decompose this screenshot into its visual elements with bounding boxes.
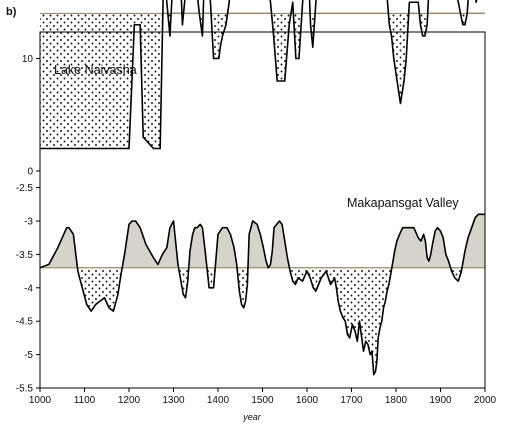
y-tick-label: -4.5 (16, 317, 34, 328)
series-lake-naivasha: Lake Naivasha (40, 0, 485, 150)
y-tick-label: -4 (24, 283, 33, 294)
x-tick-label: 1000 (29, 395, 52, 406)
series-label: Makapansgat Valley (347, 196, 459, 210)
y-tick-label: 10 (22, 54, 34, 65)
x-tick-label: 1100 (74, 395, 96, 406)
x-tick-label: 1600 (296, 395, 319, 406)
x-tick-label: 1500 (251, 395, 274, 406)
panel-label: b) (6, 6, 17, 18)
y-tick-label: -5.5 (16, 384, 34, 395)
series-line (39, 213, 485, 376)
x-tick-label: 1200 (118, 395, 141, 406)
area-below-baseline (77, 267, 463, 375)
x-tick-label: 1300 (162, 395, 185, 406)
x-tick-label: 1700 (340, 395, 363, 406)
series-label: Lake Naivasha (54, 63, 137, 77)
area-below-baseline (40, 13, 485, 149)
y-tick-label: -3.5 (16, 250, 34, 261)
x-tick-label: 1800 (385, 395, 408, 406)
x-tick-label: 2000 (474, 395, 497, 406)
x-axis-label: year (242, 412, 262, 422)
series-makapansgat-valley: Makapansgat Valley (39, 196, 485, 376)
y-tick-label: -3 (24, 217, 33, 228)
x-tick-label: 1400 (207, 395, 230, 406)
x-tick-label: 1900 (429, 395, 452, 406)
y-tick-label: -2.5 (16, 183, 34, 194)
y-tick-label: 0 (27, 167, 33, 178)
plot-area: Lake Naivasha Makapansgat Valley 1000 1100 1… (16, 0, 497, 406)
y-tick-label: -5 (24, 350, 33, 361)
series-line (40, 0, 478, 150)
